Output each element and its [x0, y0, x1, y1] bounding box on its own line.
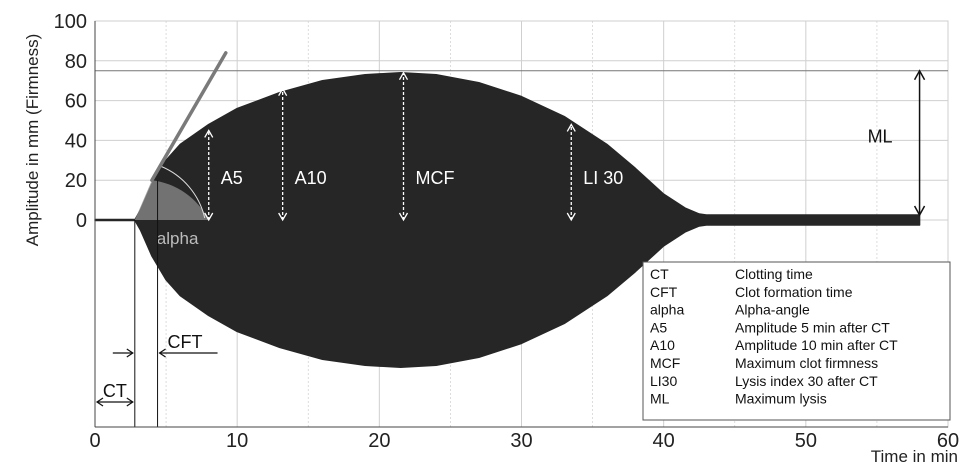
ml-arrow-bottom — [913, 205, 926, 217]
x-tick-label: 0 — [89, 430, 100, 452]
legend-box: CT Clotting time CFT Clot formation time alp… — [642, 261, 951, 421]
measure-a5-arrow-top — [204, 129, 214, 138]
measure-li30-arrow-top — [566, 123, 576, 132]
y-axis-title: Amplitude in mm (Firmness) — [23, 34, 42, 247]
cft-arrow-left-head — [126, 348, 134, 358]
trace-area — [94, 71, 921, 369]
x-tick-label: 10 — [226, 430, 248, 452]
y-tick-label: 0 — [76, 210, 87, 232]
x-axis-title: Time in min — [871, 447, 958, 466]
x-tick-label: 20 — [368, 430, 390, 452]
x-tick-label: 50 — [795, 430, 817, 452]
ct-label: CT — [103, 381, 127, 401]
legend-desc: Alpha-angle — [735, 302, 810, 318]
alpha-wedge — [134, 180, 209, 220]
y-tick-label: 80 — [65, 51, 87, 73]
legend-desc: Clot formation time — [735, 284, 853, 300]
legend-abbr: CT — [650, 266, 669, 282]
alpha-label: alpha — [157, 229, 199, 248]
legend-abbr: alpha — [650, 302, 684, 318]
legend-abbr: CFT — [650, 284, 678, 300]
ct-arrow-right — [126, 397, 134, 407]
alpha-arc — [160, 165, 206, 219]
rotem-trace — [94, 71, 921, 369]
legend-desc: Amplitude 5 min after CT — [735, 319, 890, 335]
y-tick-label: 20 — [65, 170, 87, 192]
axes: 0 20 40 60 80 100 0 10 20 30 40 50 60 — [54, 11, 960, 452]
legend-rows: CT Clotting time CFT Clot formation time alp… — [650, 266, 898, 407]
legend-abbr: MCF — [650, 355, 680, 371]
measure-li30-arrow-bottom — [566, 212, 576, 222]
y-tick-label: 60 — [65, 91, 87, 113]
legend-frame — [642, 261, 951, 421]
measure-mcf-arrow-bottom — [398, 212, 409, 222]
cft-arrow-right-head — [158, 348, 166, 358]
x-tick-label: 30 — [510, 430, 532, 452]
legend-abbr: ML — [650, 391, 670, 407]
y-tick-label: 100 — [54, 11, 87, 33]
legend-abbr: A10 — [650, 337, 675, 353]
measure-a5-arrow-bottom — [204, 212, 214, 222]
legend-desc: Maximum clot firmness — [735, 355, 878, 371]
measure-label-a10: A10 — [295, 168, 327, 188]
x-tick-label: 60 — [937, 430, 959, 452]
ml-label: ML — [868, 126, 893, 146]
legend-desc: Maximum lysis — [735, 391, 827, 407]
legend-desc: Lysis index 30 after CT — [735, 373, 878, 389]
measure-mcf-arrow-top — [398, 71, 409, 81]
legend-abbr: A5 — [650, 319, 667, 335]
measure-label-li30: LI 30 — [583, 168, 623, 188]
legend-desc: Clotting time — [735, 266, 813, 282]
measure-a10-arrow-bottom — [278, 212, 288, 222]
cft-label: CFT — [168, 332, 203, 352]
alpha-tangent-line — [150, 51, 228, 182]
measure-a10-arrow-top — [278, 87, 288, 96]
x-tick-label: 40 — [653, 430, 675, 452]
ml-arrow-top — [913, 69, 926, 81]
ct-arrow-left — [95, 397, 104, 407]
legend-desc: Amplitude 10 min after CT — [735, 337, 898, 353]
measure-label-a5: A5 — [221, 168, 243, 188]
measure-label-mcf: MCF — [416, 168, 455, 188]
legend-abbr: LI30 — [650, 373, 677, 389]
y-tick-label: 40 — [65, 130, 87, 152]
